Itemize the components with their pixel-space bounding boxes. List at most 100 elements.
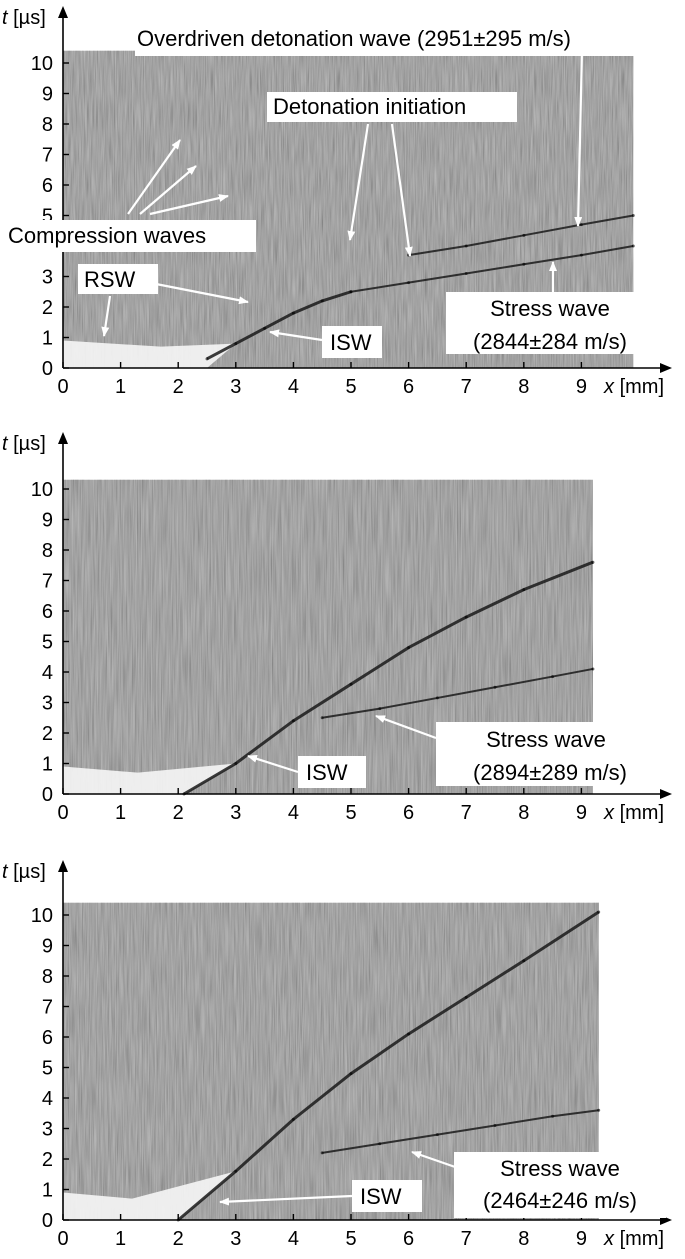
data-point (551, 1114, 555, 1118)
x-tick-label: 0 (57, 376, 68, 398)
annotation-arrow-icon (375, 714, 437, 740)
annotation-box (322, 326, 382, 358)
y-axis-label: t [µs] (2, 7, 46, 29)
x-tick-label: 8 (518, 376, 529, 398)
x-tick-label: 2 (173, 1228, 184, 1250)
annotation-box (267, 92, 517, 122)
y-tick-label: 9 (42, 84, 53, 106)
data-point (522, 959, 526, 963)
data-point (378, 1142, 382, 1146)
x-tick-label: 0 (57, 1228, 68, 1250)
x-tick-label: 7 (461, 1228, 472, 1250)
x-tick-label: 3 (230, 376, 241, 398)
y-tick-label: 6 (42, 601, 53, 623)
annotation-box (298, 756, 366, 788)
chart-panel-middle: 0 1 2 3 4 5 6 7 8 9 0 1 2 3 4 5 6 7 8 9 10 t [µs] x [mm] ISW Str… (2, 432, 672, 824)
y-tick-label: 0 (42, 1210, 53, 1232)
annotation-arrow-icon (347, 123, 370, 241)
annotation-box (352, 1180, 422, 1212)
x-tick-label: 6 (403, 802, 414, 824)
x-axis-label: x [mm] (603, 1228, 664, 1250)
data-point (597, 1108, 601, 1112)
x-tick-label: 7 (461, 802, 472, 824)
annotation-label: ISW (306, 760, 348, 785)
data-point (349, 682, 353, 686)
y-tick-label: 7 (42, 145, 53, 167)
y-axis-label: t [µs] (2, 861, 46, 883)
data-point (522, 262, 526, 266)
y-tick-label: 2 (42, 723, 53, 745)
x-tick-label: 9 (576, 1228, 587, 1250)
annotation-box (4, 220, 256, 252)
data-point (291, 311, 295, 315)
y-tick-label: 5 (42, 206, 53, 228)
x-tick-label: 9 (576, 376, 587, 398)
data-point (234, 1169, 238, 1173)
data-point (320, 1151, 324, 1155)
data-point (320, 299, 324, 303)
y-tick-label: 2 (42, 297, 53, 319)
x-tick-label: 1 (115, 1228, 126, 1250)
annotation-arrow-icon (411, 1150, 459, 1170)
y-tick-label: 1 (42, 1180, 53, 1202)
x-tick-label: 6 (403, 1228, 414, 1250)
annotation-box (135, 22, 680, 56)
annotation-arrow-icon (390, 123, 413, 257)
annotation-arrow-icon (139, 165, 197, 215)
x-tick-label: 5 (345, 376, 356, 398)
bright-region (63, 1171, 236, 1220)
data-point (435, 1133, 439, 1137)
annotation-box (446, 292, 652, 354)
data-point (435, 696, 439, 700)
data-point (263, 326, 267, 330)
chart-panel-top: 0 1 2 3 4 5 6 7 8 9 0 1 2 3 5 6 7 8 9 10 t [µs] x [mm] Overdri… (2, 6, 680, 398)
data-point (205, 357, 209, 361)
annotation-arrow-icon (269, 329, 323, 342)
y-tick-label: 3 (42, 267, 53, 289)
data-point (493, 685, 497, 689)
data-point (464, 271, 468, 275)
y-tick-label: 10 (31, 905, 53, 927)
y-tick-label: 8 (42, 540, 53, 562)
y-tick-label: 3 (42, 1119, 53, 1141)
data-point (591, 667, 595, 671)
annotation-label: (2894±289 m/s) (473, 760, 627, 785)
data-point (464, 615, 468, 619)
y-tick-label: 6 (42, 1027, 53, 1049)
x-tick-label: 4 (288, 802, 299, 824)
annotation-label: ISW (330, 330, 372, 355)
annotation-arrow-icon (247, 754, 299, 774)
wave-trace-stress-wave (322, 1109, 599, 1154)
bright-region (63, 763, 236, 794)
wave-trace-stress-wave (322, 667, 594, 719)
x-axis-label: x [mm] (603, 376, 664, 398)
x-tick-label: 5 (345, 1228, 356, 1250)
data-point (407, 1032, 411, 1036)
y-tick-label: 7 (42, 571, 53, 593)
annotation-label: (2844±284 m/s) (473, 329, 627, 354)
y-tick-label: 8 (42, 114, 53, 136)
annotation-label: Detonation initiation (273, 94, 466, 119)
annotation-label: Stress wave (486, 727, 606, 752)
x-tick-label: 5 (345, 802, 356, 824)
data-point (378, 707, 382, 711)
data-point (407, 281, 411, 285)
y-tick-label: 4 (42, 1088, 53, 1110)
y-tick-label: 0 (42, 358, 53, 380)
annotation-arrow-icon (149, 194, 229, 216)
data-point (522, 233, 526, 237)
data-point (349, 1072, 353, 1076)
y-axis-arrow-icon (58, 860, 68, 872)
data-point (464, 995, 468, 999)
y-tick-label: 7 (42, 997, 53, 1019)
x-tick-label: 1 (115, 802, 126, 824)
x-tick-label: 9 (576, 802, 587, 824)
data-point (579, 253, 583, 257)
data-point (579, 223, 583, 227)
wave-trace-isw (183, 560, 594, 796)
annotation-box (436, 722, 658, 786)
data-point (597, 910, 601, 914)
x-tick-label: 8 (518, 1228, 529, 1250)
annotation-box (454, 1152, 666, 1218)
y-tick-label: 9 (42, 510, 53, 532)
